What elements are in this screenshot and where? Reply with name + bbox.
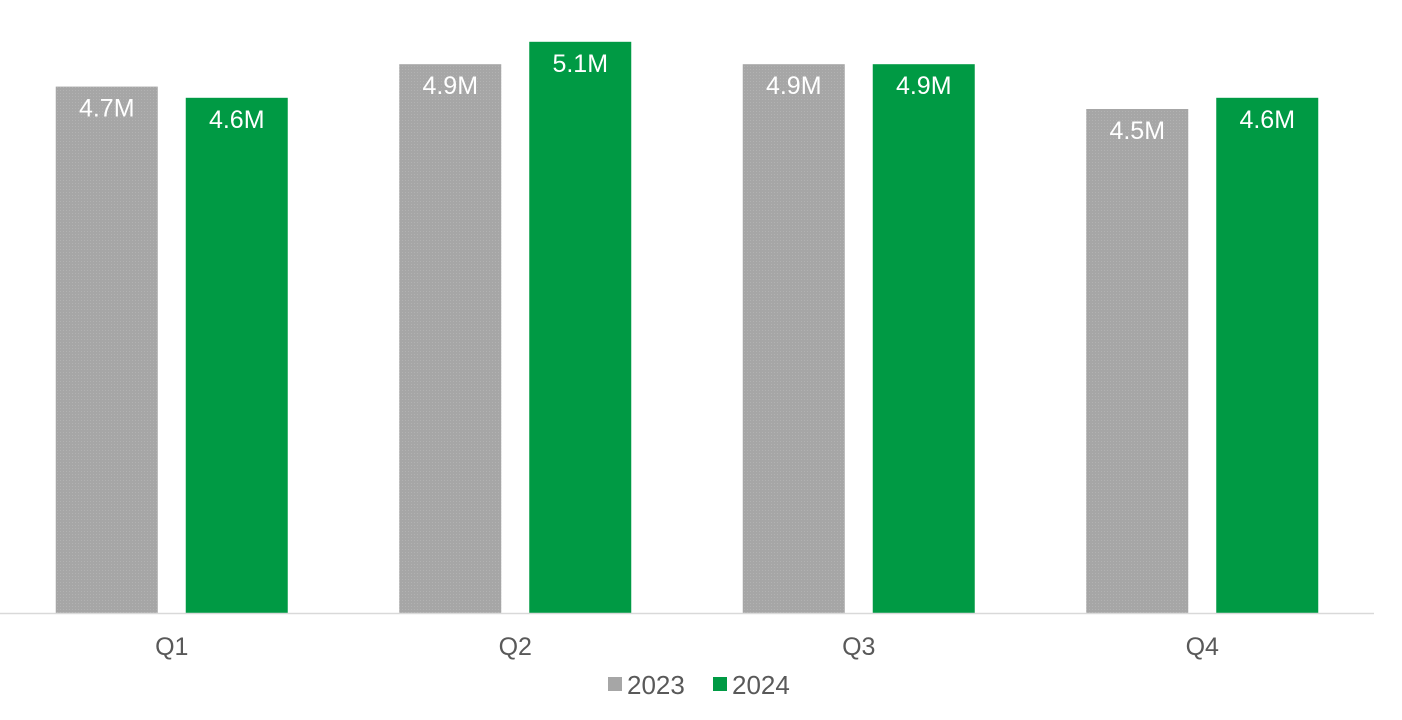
x-tick-label-Q4: Q4 [1186,633,1219,661]
x-tick-label-Q3: Q3 [842,633,875,661]
bar-2024-Q3 [872,64,975,613]
legend-label-2023: 2023 [627,670,685,700]
data-label-2024-Q2: 5.1M [552,50,608,78]
data-label-2024-Q1: 4.6M [209,106,265,134]
data-label-2023-Q4: 4.5M [1109,117,1165,145]
data-label-2024-Q3: 4.9M [896,72,952,100]
x-tick-labels-group: Q1 Q2 Q3 Q4 [155,633,1219,661]
data-label-2023-Q2: 4.9M [422,72,478,100]
data-label-2023-Q1: 4.7M [79,95,135,123]
bar-2023-Q2 [399,64,502,613]
data-labels-group: 4.7M 4.6M 4.9M 5.1M 4.9M 4.9M 4.5M 4.6M [79,50,1295,145]
x-tick-label-Q2: Q2 [499,633,532,661]
bars-group [55,41,1319,614]
bar-2023-Q1 [55,86,158,614]
bar-2024-Q4 [1216,97,1319,614]
bar-2023-Q3 [742,64,845,613]
legend-swatch-2023 [608,677,622,691]
bar-2024-Q2 [529,41,632,614]
bar-2023-Q4 [1086,109,1189,613]
legend-swatch-2024 [713,677,727,691]
data-label-2024-Q4: 4.6M [1239,106,1295,134]
bar-2024-Q1 [185,97,288,614]
legend: 2023 2024 [608,670,790,700]
data-label-2023-Q3: 4.9M [766,72,822,100]
legend-label-2024: 2024 [732,670,790,700]
x-tick-label-Q1: Q1 [155,633,188,661]
